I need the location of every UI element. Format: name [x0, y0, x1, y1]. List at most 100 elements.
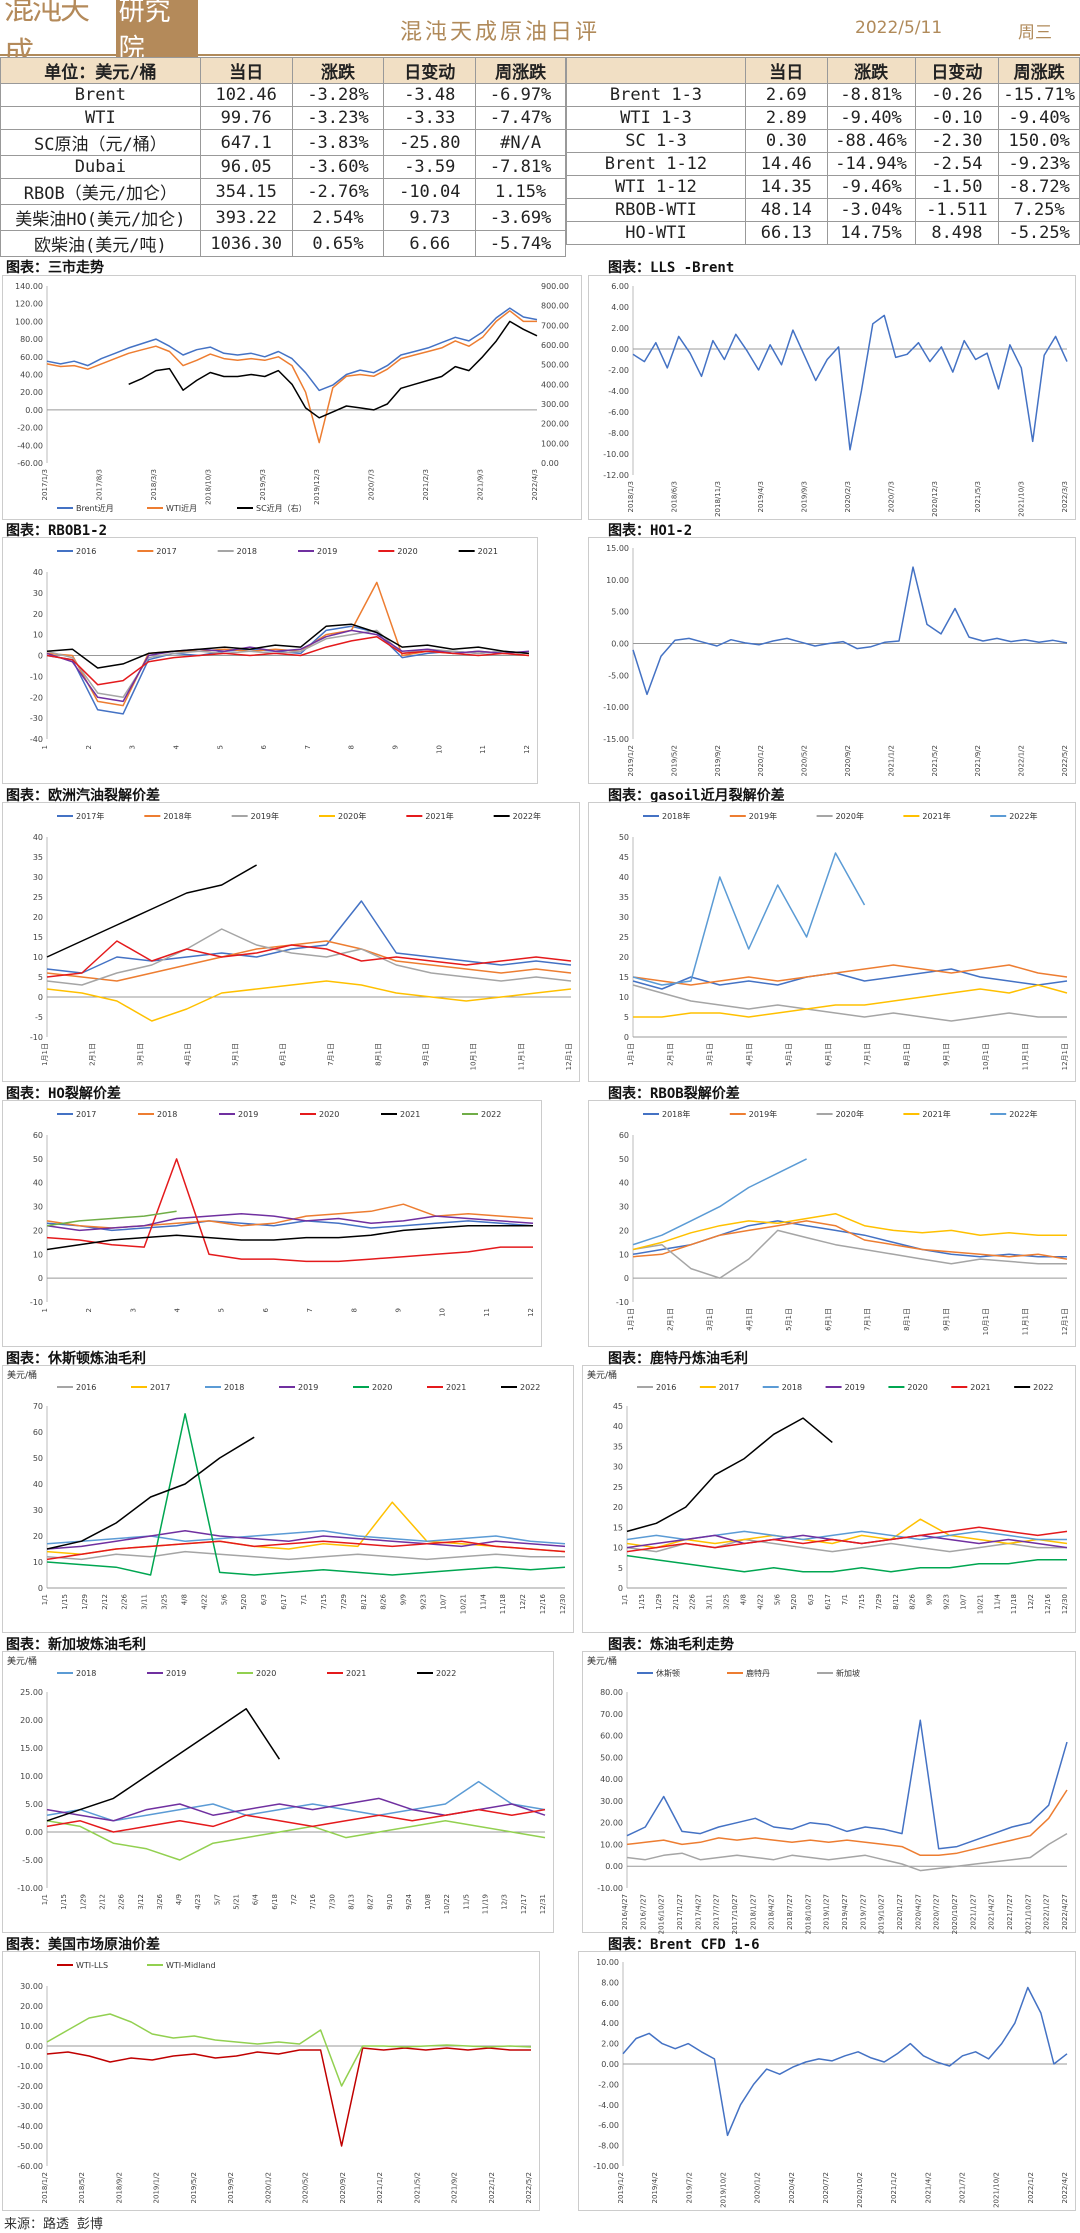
chart-panel-c6: 50 45 40 35 30 25 20 15 10 5 0 1月1日 2月1日 3月1日 4月1日 5月1日…: [588, 802, 1076, 1082]
legend-label: 2022年: [1009, 811, 1037, 821]
y-tick-label: -2.00: [598, 2080, 619, 2089]
x-tick-label: 6/18: [271, 1894, 279, 1910]
x-tick-label: 1/1: [41, 1894, 49, 1905]
x-tick-label: 9: [394, 1308, 402, 1312]
x-tick-label: 2019/10/2: [719, 2172, 727, 2208]
x-tick-label: 6/17: [824, 1594, 832, 1610]
series-line: [632, 964, 1068, 986]
y-tick-label: 5.00: [611, 608, 629, 617]
y-tick-label: 0: [38, 652, 43, 661]
x-tick-label: 4: [174, 1307, 182, 1312]
legend-label: 2019: [317, 547, 337, 556]
x-tick-label: 2020/2/3: [844, 481, 852, 512]
x-tick-label: 4月1日: [745, 1308, 753, 1331]
logo-text: 混沌天成: [4, 0, 90, 71]
x-tick-label: 2020/5/2: [801, 745, 809, 776]
chart-panel-c8: 60 50 40 30 20 10 0 -10 1月1日 2月1日 3月1日 4月1日 5月1日 6月1日…: [588, 1100, 1076, 1347]
table-cell: 99.76: [199, 106, 293, 130]
legend-label: 2019年: [749, 811, 777, 821]
x-tick-label: 2021/7/2: [959, 2172, 967, 2203]
legend-label: 2021: [346, 1669, 366, 1678]
y-tick-label: -10: [30, 1033, 43, 1042]
x-tick-label: 8/27: [367, 1894, 375, 1910]
x-tick-label: 4/8: [180, 1594, 188, 1605]
x-tick-label: 12/2: [519, 1594, 527, 1610]
table-header-row: 单位：美元/桶 当日 涨跌 日变动 周涨跌: [0, 57, 566, 84]
chart-caption: 图表：RBOB1-2: [6, 523, 108, 539]
table-cell: -25.80: [383, 129, 477, 156]
legend-label: 2020: [907, 1383, 927, 1392]
x-tick-label: 4月1日: [745, 1043, 753, 1066]
legend-label: 2019: [238, 1110, 258, 1119]
legend-label: 2018: [237, 547, 257, 556]
x-tick-label: 9/10: [386, 1894, 394, 1910]
legend-label: 2021: [970, 1383, 990, 1392]
series-line: [46, 864, 257, 958]
x-tick-label: 11/19: [482, 1894, 490, 1914]
table-cell: 647.1: [199, 129, 293, 156]
x-tick-label: 8: [350, 1308, 358, 1312]
y-tick-label: 20.00: [600, 1819, 623, 1828]
y-tick-label: 15: [33, 933, 43, 942]
legend-label: 2022: [520, 1383, 540, 1392]
x-tick-label: 7月1日: [864, 1043, 872, 1066]
y-tick-label: 50: [619, 1155, 629, 1164]
y2-tick-label: 400.00: [541, 380, 569, 389]
table-cell: -10.04: [383, 178, 477, 205]
x-tick-label: 2019/1/27: [823, 1894, 831, 1930]
x-tick-label: 6月1日: [824, 1308, 832, 1331]
x-tick-label: 2019/9/2: [227, 2172, 235, 2203]
series-line: [46, 1530, 566, 1545]
y-tick-label: 10: [619, 1250, 629, 1259]
y-tick-label: 5: [38, 973, 43, 982]
x-tick-label: 1月1日: [627, 1308, 635, 1331]
legend-label: 2020: [319, 1110, 339, 1119]
series-line: [46, 1158, 533, 1263]
y-tick-label: 10: [33, 631, 43, 640]
table-cell: 48.14: [744, 198, 828, 222]
x-tick-label: 2020/4/2: [788, 2172, 796, 2203]
x-tick-label: 2/26: [121, 1593, 129, 1609]
legend-label: 2021年: [922, 811, 950, 821]
series-line: [46, 940, 572, 982]
y-tick-label: 30: [33, 873, 43, 882]
x-tick-label: 5/20: [240, 1594, 248, 1610]
x-tick-label: 2019/7/27: [859, 1894, 867, 1930]
series-line: [46, 629, 530, 699]
x-tick-label: 11/4: [479, 1593, 487, 1609]
x-tick-label: 2021/10/27: [1024, 1894, 1032, 1934]
x-tick-label: 6/3: [260, 1594, 268, 1605]
legend-label: 2022: [436, 1669, 456, 1678]
y-tick-label: -4.00: [598, 2101, 619, 2110]
table-cell: SC原油（元/桶）: [0, 129, 201, 156]
series-line: [633, 984, 1068, 1018]
x-tick-label: 2022/5/2: [1061, 745, 1069, 776]
legend-label: 鹿特丹: [746, 1668, 770, 1678]
y-tick-label: 0.00: [601, 2060, 619, 2069]
x-tick-label: 2/12: [98, 1894, 106, 1910]
x-tick-label: 3/25: [723, 1594, 731, 1610]
series-line: [626, 1789, 1068, 1857]
legend-label: 2017: [150, 1383, 170, 1392]
table-cell: -3.59: [383, 155, 477, 179]
x-tick-label: 2021/1/27: [969, 1894, 977, 1930]
table-cell: Dubai: [0, 155, 201, 179]
legend-label: 2021: [478, 547, 498, 556]
y-tick-label: 5: [624, 1013, 629, 1022]
table-cell: 1036.30: [199, 230, 293, 257]
legend-label: 2020: [372, 1383, 392, 1392]
table-cell: -7.81%: [475, 155, 566, 179]
y-tick-label: 6.00: [601, 1999, 619, 2008]
y-tick-label: 10: [613, 1544, 623, 1553]
x-tick-label: 9月1日: [943, 1043, 951, 1066]
x-tick-label: 7/29: [340, 1594, 348, 1610]
x-tick-label: 2018/9/2: [115, 2172, 123, 2203]
legend-label: 2016: [656, 1383, 676, 1392]
x-tick-label: 2021/1/2: [376, 2172, 384, 2203]
x-tick-label: 1: [41, 1308, 49, 1312]
x-tick-label: 10/21: [976, 1594, 984, 1614]
y-tick-label: 70.00: [600, 1710, 623, 1719]
y-tick-label: -10: [30, 672, 43, 681]
unit-label: 美元/桶: [587, 1655, 617, 1667]
column-header: 当日: [744, 57, 828, 84]
